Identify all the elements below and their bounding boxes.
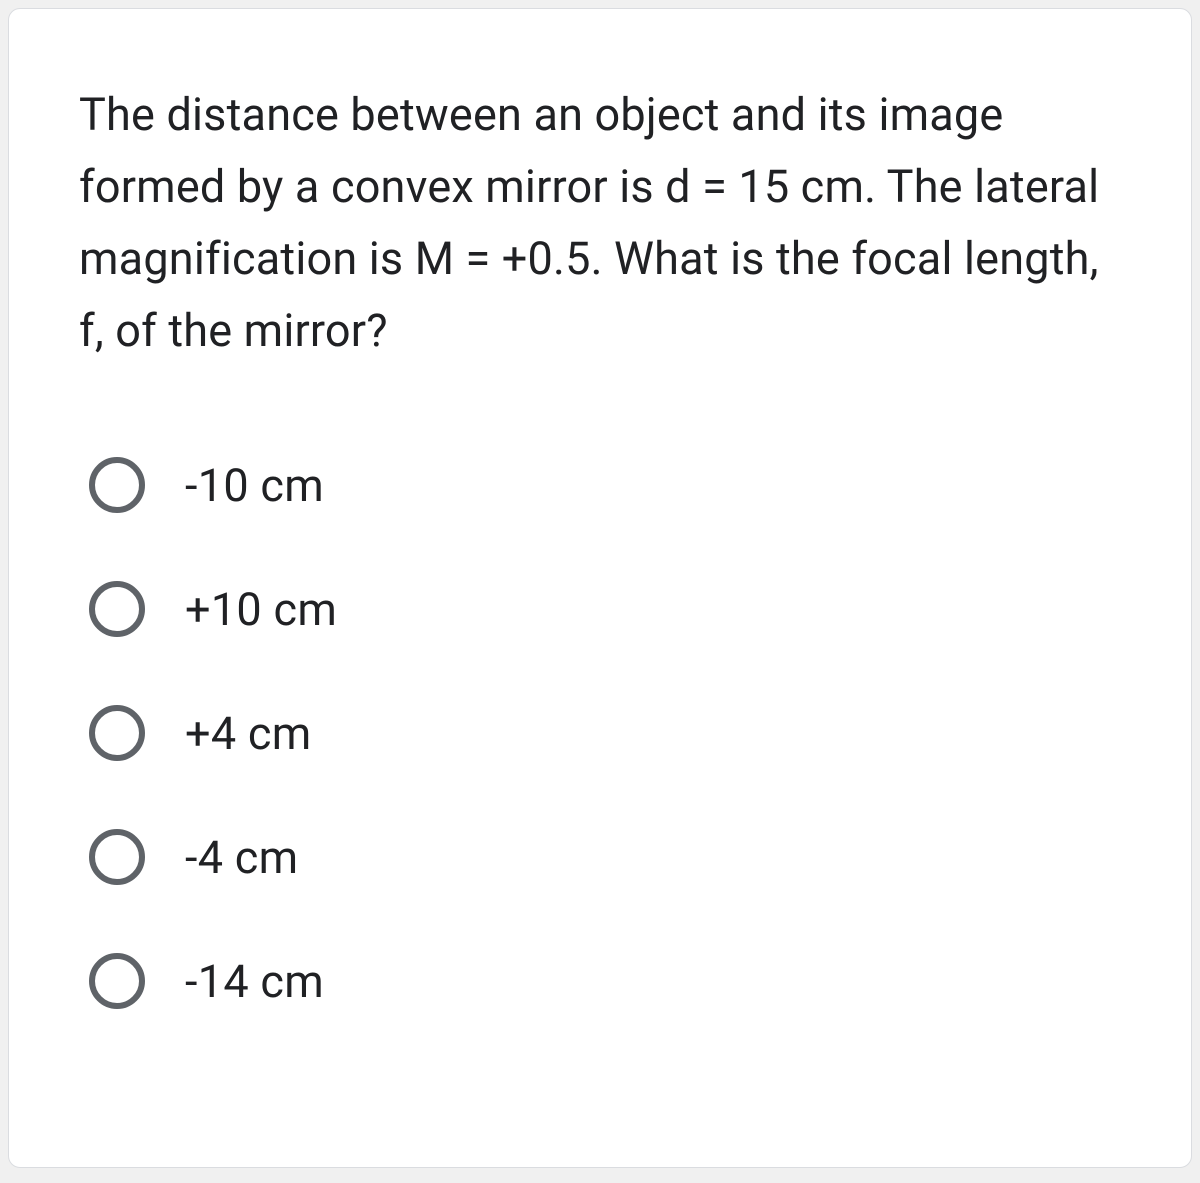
option-label: -10 cm (185, 459, 324, 512)
option-4[interactable]: -14 cm (89, 953, 1121, 1009)
radio-icon (89, 581, 145, 637)
option-label: -4 cm (185, 831, 298, 884)
option-3[interactable]: -4 cm (89, 829, 1121, 885)
options-group: -10 cm +10 cm +4 cm -4 cm -14 cm (79, 457, 1121, 1009)
question-card: The distance between an object and its i… (8, 8, 1192, 1168)
option-2[interactable]: +4 cm (89, 705, 1121, 761)
radio-icon (89, 953, 145, 1009)
option-label: +10 cm (185, 583, 337, 636)
radio-icon (89, 829, 145, 885)
option-1[interactable]: +10 cm (89, 581, 1121, 637)
radio-icon (89, 457, 145, 513)
question-text: The distance between an object and its i… (79, 79, 1121, 367)
option-label: +4 cm (185, 707, 312, 760)
option-0[interactable]: -10 cm (89, 457, 1121, 513)
radio-icon (89, 705, 145, 761)
option-label: -14 cm (185, 955, 324, 1008)
